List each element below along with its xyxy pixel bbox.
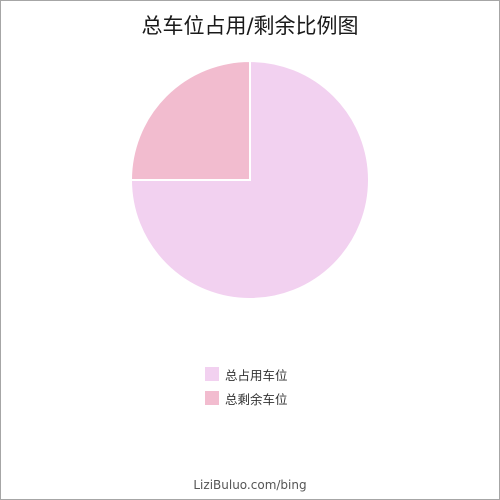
chart-title: 总车位占用/剩余比例图 [141, 14, 359, 38]
pie-slice-occupied [129, 59, 370, 300]
watermark-text: LiziBuluo.com/bing [193, 478, 307, 492]
legend-label-occupied: 总占用车位 [225, 367, 288, 383]
chart-legend: 总占用车位 总剩余车位 [205, 363, 288, 411]
pie-slice-remaining [129, 59, 251, 181]
legend-swatch-occupied [205, 367, 219, 381]
legend-label-remaining: 总剩余车位 [225, 391, 288, 407]
legend-item-remaining: 总剩余车位 [205, 387, 288, 409]
pie-slices [129, 59, 370, 300]
legend-item-occupied: 总占用车位 [205, 363, 288, 385]
legend-swatch-remaining [205, 391, 219, 405]
